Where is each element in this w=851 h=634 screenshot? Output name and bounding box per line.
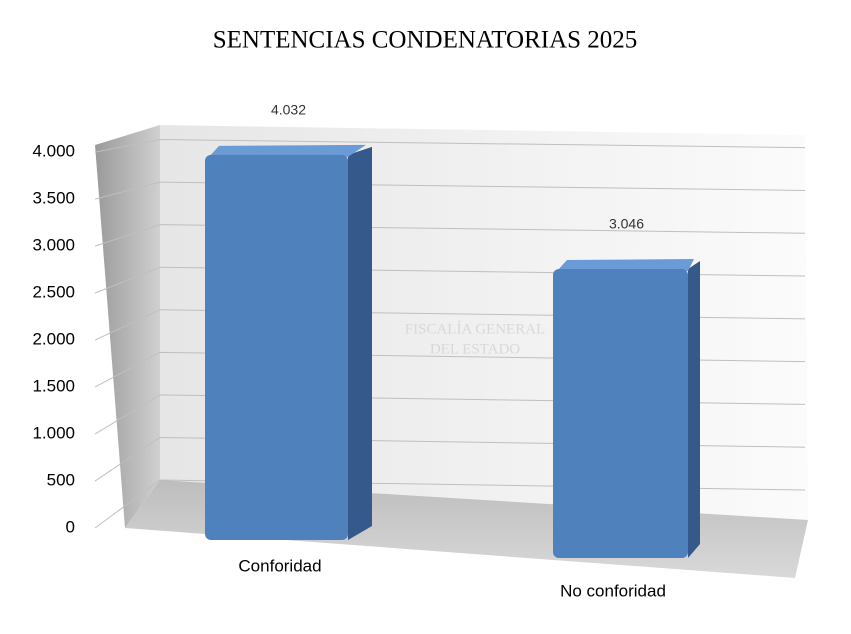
bar xyxy=(553,269,688,558)
y-tick-label: 1.500 xyxy=(32,377,75,396)
side-wall xyxy=(95,125,160,528)
y-tick-label: 1.000 xyxy=(32,424,75,443)
x-tick-label: No conforidad xyxy=(560,581,666,600)
y-tick-label: 3.500 xyxy=(32,189,75,208)
x-tick-label: Conforidad xyxy=(238,556,321,575)
bars xyxy=(205,144,700,558)
watermark: FISCALÍA GENERAL xyxy=(405,320,545,337)
grid-line xyxy=(94,181,806,200)
value-label: 4.032 xyxy=(271,102,306,118)
y-tick-label: 2.500 xyxy=(32,283,75,302)
y-tick-label: 500 xyxy=(47,471,75,490)
bar-top xyxy=(209,144,366,157)
bar-top xyxy=(557,259,694,272)
y-tick-label: 4.000 xyxy=(32,142,75,161)
bar-side xyxy=(688,261,700,558)
chart-title: SENTENCIAS CONDENATORIAS 2025 xyxy=(213,27,638,54)
y-tick-label: 0 xyxy=(66,517,75,536)
grid-line xyxy=(94,139,806,153)
bar xyxy=(205,154,348,540)
value-label: 3.046 xyxy=(609,216,644,232)
grid-line xyxy=(94,224,806,247)
watermark: DEL ESTADO xyxy=(430,341,520,357)
bar-side xyxy=(348,146,372,540)
y-tick-label: 2.000 xyxy=(32,330,75,349)
y-tick-label: 3.000 xyxy=(32,236,75,255)
